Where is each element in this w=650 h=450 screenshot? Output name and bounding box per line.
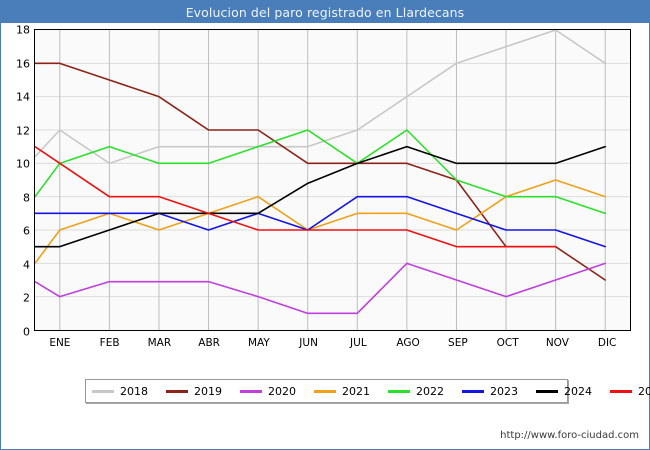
x-tick-label-ene: ENE	[49, 337, 71, 349]
y-tick-label: 6	[23, 224, 30, 238]
x-tick-label-mar: MAR	[147, 337, 172, 349]
watermark-text: http://www.foro-ciudad.com	[500, 430, 639, 441]
series-line-2018	[35, 30, 607, 165]
x-tick-label-jul: JUL	[350, 337, 367, 349]
y-axis-ticks: 0 2 4 6 8 10 12 14 16 18	[16, 24, 632, 339]
legend-item-2024[interactable]: 2024	[536, 385, 606, 398]
x-tick-label-nov: NOV	[545, 337, 569, 349]
legend-item-2021[interactable]: 2021	[314, 385, 384, 398]
legend-item-2019[interactable]: 2019	[166, 385, 236, 398]
y-tick-label: 14	[16, 90, 30, 104]
legend-label: 2021	[342, 384, 370, 398]
legend-swatch-icon	[240, 389, 262, 393]
chart-plot-area: 0 2 4 6 8 10 12 14 16 18 ENE FEB MAR ABR MAY JUN JUL AGO…	[16, 24, 632, 349]
y-tick-label: 0	[23, 325, 30, 339]
x-tick-label-may: MAY	[247, 337, 270, 349]
series-line-2025	[35, 145, 557, 248]
legend-swatch-icon	[166, 389, 188, 393]
legend-item-2020[interactable]: 2020	[240, 385, 310, 398]
y-tick-label: 4	[23, 258, 30, 272]
y-tick-label: 16	[16, 57, 30, 71]
y-tick-label: 18	[16, 23, 30, 37]
legend-item-2022[interactable]: 2022	[388, 385, 458, 398]
chart-legend: 2018 2019 2020 2021 2022 2023 2024 2025	[85, 379, 650, 403]
x-tick-label-oct: OCT	[496, 337, 519, 349]
y-tick-label: 10	[16, 157, 30, 171]
y-tick-label: 8	[23, 191, 30, 205]
x-tick-label-ago: AGO	[396, 337, 420, 349]
series-line-2020	[35, 262, 607, 315]
legend-label: 2020	[268, 384, 296, 398]
y-tick-label: 2	[23, 291, 30, 305]
legend-label: 2024	[564, 384, 592, 398]
legend-label: 2025	[638, 384, 650, 398]
legend-label: 2022	[416, 384, 444, 398]
legend-label: 2023	[490, 384, 518, 398]
x-tick-label-dic: DIC	[597, 337, 617, 349]
series-line-2022	[35, 129, 607, 215]
legend-swatch-icon	[388, 389, 410, 393]
legend-label: 2019	[194, 384, 222, 398]
legend-label: 2018	[120, 384, 148, 398]
legend-item-2025[interactable]: 2025	[610, 385, 650, 398]
series-line-2024	[35, 145, 607, 248]
title-bar: Evolucion del paro registrado en Llardec…	[1, 1, 649, 23]
x-tick-label-feb: FEB	[99, 337, 120, 349]
series-layer	[35, 30, 607, 315]
page-title: Evolucion del paro registrado en Llardec…	[185, 4, 465, 20]
legend-item-2023[interactable]: 2023	[462, 385, 532, 398]
x-tick-label-sep: SEP	[448, 337, 468, 349]
legend-swatch-icon	[462, 389, 484, 393]
legend-item-2018[interactable]: 2018	[92, 385, 162, 398]
x-tick-label-jun: JUN	[299, 337, 318, 349]
legend-swatch-icon	[610, 389, 632, 393]
y-tick-label: 12	[16, 124, 30, 138]
x-tick-label-abr: ABR	[198, 337, 220, 349]
legend-swatch-icon	[536, 389, 558, 393]
legend-swatch-icon	[314, 389, 336, 393]
legend-swatch-icon	[92, 389, 114, 393]
